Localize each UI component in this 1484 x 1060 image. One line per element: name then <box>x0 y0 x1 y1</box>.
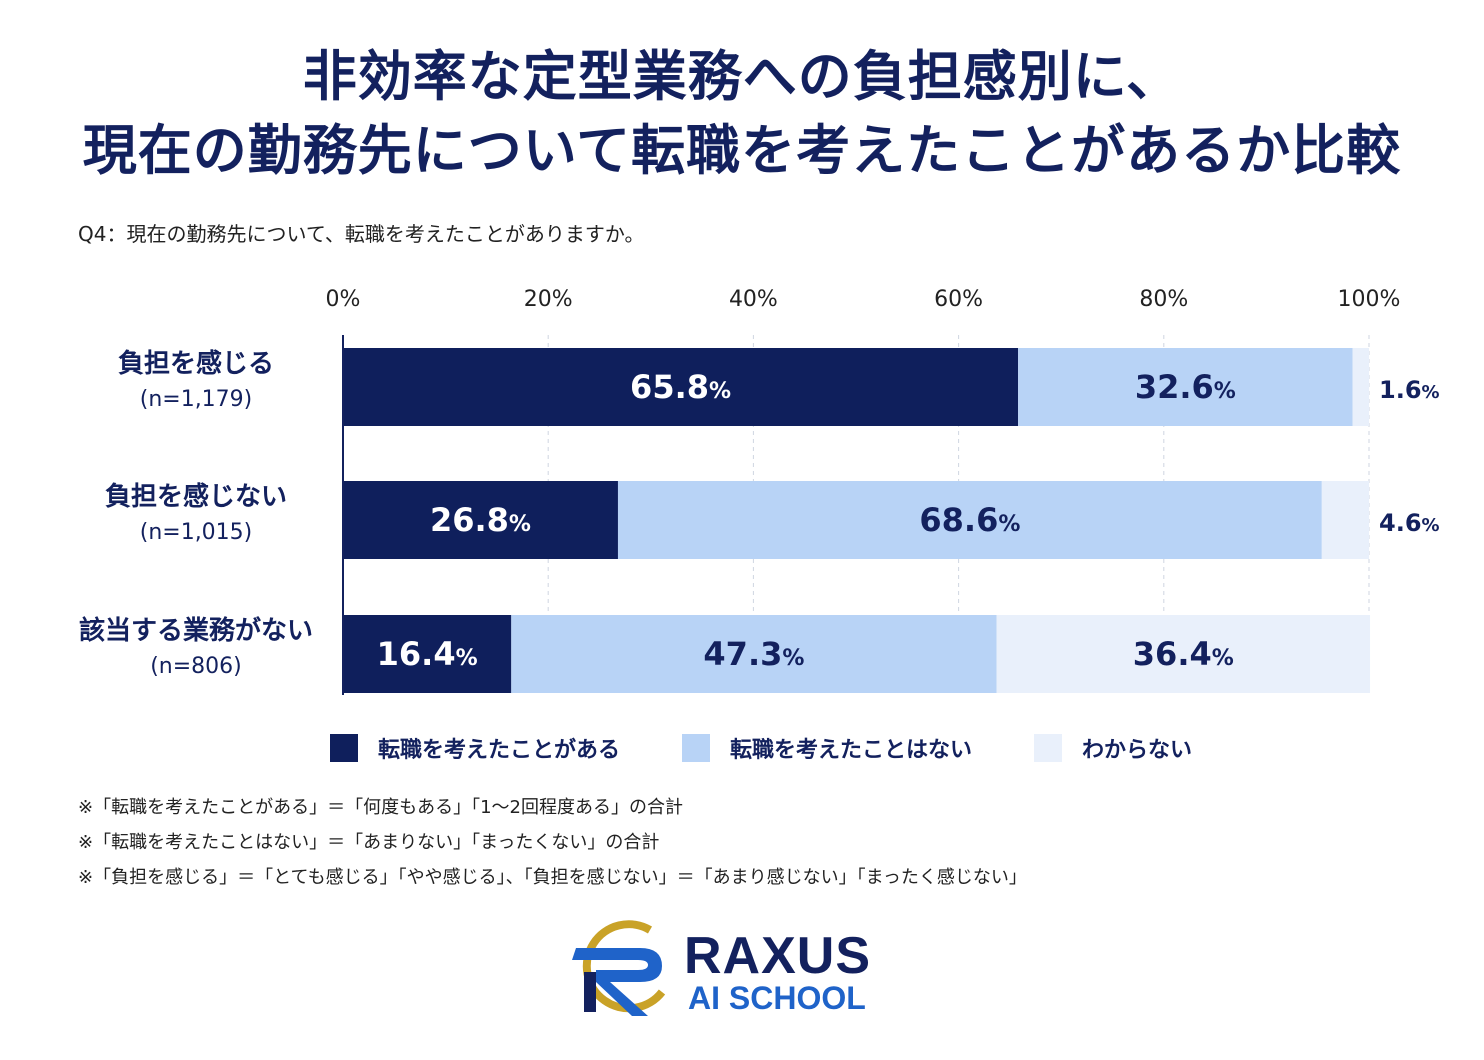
data-label: 4.6% <box>1379 509 1440 537</box>
x-tick-label: 80% <box>1139 287 1188 312</box>
data-label: 26.8% <box>430 501 531 539</box>
question-text: Q4：現在の勤務先について、転職を考えたことがありますか。 <box>78 222 645 246</box>
category-label: 負担を感じる <box>118 349 274 379</box>
data-label: 1.6% <box>1379 376 1440 404</box>
chart-title-line1: 非効率な定型業務への負担感別に、 <box>302 45 1182 108</box>
data-label: 65.8% <box>630 368 731 406</box>
legend-item-not-considered: 転職を考えたことはない <box>682 732 1034 764</box>
legend-swatch-pale <box>1034 734 1062 762</box>
legend-swatch-dark <box>330 734 358 762</box>
x-tick-label: 100% <box>1338 287 1401 312</box>
bar-segment <box>1018 348 1353 426</box>
x-tick-label: 40% <box>729 287 778 312</box>
category-n-label: (n=806) <box>150 654 242 679</box>
footnotes: ※「転職を考えたことがある」＝「何度もある」「1〜2回程度ある」の合計 ※「転職… <box>78 790 1027 895</box>
bar-segment <box>343 615 512 693</box>
footnote: ※「負担を感じる」＝「とても感じる」「やや感じる」、「負担を感じない」＝「あまり… <box>78 867 1027 888</box>
category-label: 該当する業務がない <box>79 615 313 646</box>
bar-segment <box>1321 481 1369 559</box>
footnote: ※「転職を考えたことはない」＝「あまりない」「まったくない」の合計 <box>78 832 660 853</box>
legend-item-considered: 転職を考えたことがある <box>330 732 682 764</box>
bar-segment <box>343 481 618 559</box>
data-label: 36.4% <box>1133 635 1234 673</box>
bar-segment <box>1352 348 1369 426</box>
logo-text-raxus: RAXUS <box>684 927 872 985</box>
data-label: 32.6% <box>1135 368 1236 406</box>
category-n-label: (n=1,179) <box>140 387 253 412</box>
data-label: 16.4% <box>377 635 478 673</box>
chart-title-line2: 現在の勤務先について転職を考えたことがあるか比較 <box>82 119 1402 182</box>
x-tick-label: 20% <box>524 287 573 312</box>
x-tick-label: 0% <box>326 287 361 312</box>
footnote: ※「転職を考えたことがある」＝「何度もある」「1〜2回程度ある」の合計 <box>78 797 683 818</box>
raxus-emblem-icon <box>572 920 666 1016</box>
legend-label: わからない <box>1082 738 1193 763</box>
bar-segment <box>343 348 1019 426</box>
bar-segment <box>617 481 1322 559</box>
logo-text-ai-school: AI SCHOOL <box>688 980 866 1016</box>
legend-label: 転職を考えたことがある <box>378 738 621 763</box>
stacked-bar-chart: 0% 20% 40% 60% 80% 100% 負担を感じる (n=1,179) 65.8% 32… <box>79 287 1440 695</box>
legend-swatch-light <box>682 734 710 762</box>
category-n-label: (n=1,015) <box>140 520 253 545</box>
x-tick-label: 60% <box>934 287 983 312</box>
bar-segment <box>996 615 1371 693</box>
raxus-logo: RAXUS AI SCHOOL <box>570 920 910 1020</box>
legend-item-unknown: わからない <box>1034 732 1192 764</box>
data-label: 47.3% <box>703 635 804 673</box>
legend: 転職を考えたことがある 転職を考えたことはない わからない <box>330 732 1192 764</box>
bar-segment <box>511 615 997 693</box>
legend-label: 転職を考えたことはない <box>730 738 973 763</box>
data-label: 68.6% <box>919 501 1020 539</box>
category-label: 負担を感じない <box>105 482 287 512</box>
